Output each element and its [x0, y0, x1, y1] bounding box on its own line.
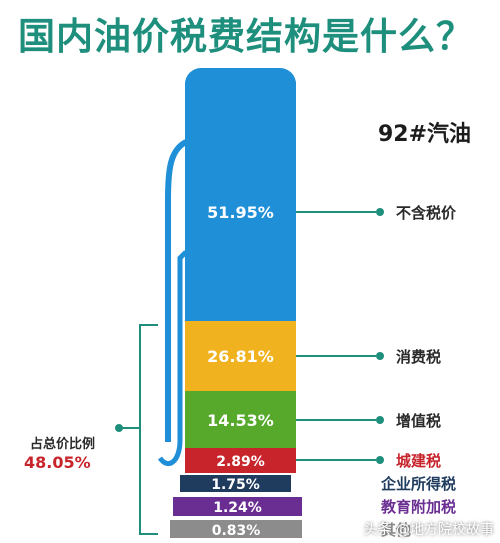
bar-value-label: 1.75%: [211, 477, 260, 493]
bar-segment: [185, 448, 296, 473]
bar-segments: 51.95% 26.81% 14.53% 2.89% 1.75% 1.24% 0.83%: [170, 82, 302, 539]
bar-segment: [185, 391, 296, 448]
connector-dot: [376, 208, 384, 216]
fuel-type-label: 92#汽油: [378, 122, 472, 147]
watermark: 头条 @地方院校故事: [363, 522, 494, 538]
tax-bracket-dot: [115, 424, 123, 432]
bar-value-label: 26.81%: [207, 347, 274, 366]
category-label: 增值税: [396, 412, 441, 430]
category-label: 消费税: [396, 348, 441, 366]
bar-value-label: 0.83%: [212, 523, 261, 539]
page-title: 国内油价税费结构是什么？: [18, 15, 474, 58]
bar-segment: [185, 321, 296, 391]
connector-dot: [376, 456, 384, 464]
connector-dot: [376, 352, 384, 360]
bar-value-label: 1.24%: [213, 500, 262, 516]
tax-bracket-line: [139, 324, 158, 535]
category-label: 教育附加税: [380, 498, 456, 516]
bar-segment: [170, 520, 302, 538]
connector-dot: [376, 416, 384, 424]
bar-value-label: 14.53%: [207, 411, 274, 430]
total-tax-value: 48.05%: [24, 453, 91, 472]
category-label: 其他: [381, 521, 411, 539]
bar-segment: [185, 82, 296, 321]
total-tax-label: 占总价比例: [30, 436, 95, 452]
bar-segment: [180, 475, 291, 492]
category-label: 城建税: [396, 452, 441, 470]
pump-hose-outer: [165, 139, 188, 442]
bar-value-label: 51.95%: [207, 203, 274, 222]
bar-value-label: 2.89%: [216, 454, 265, 470]
category-label: 企业所得税: [380, 475, 456, 493]
bar-segment: [173, 497, 302, 516]
category-label: 不含税价: [396, 204, 457, 222]
pump-hose-inner: [157, 250, 188, 466]
